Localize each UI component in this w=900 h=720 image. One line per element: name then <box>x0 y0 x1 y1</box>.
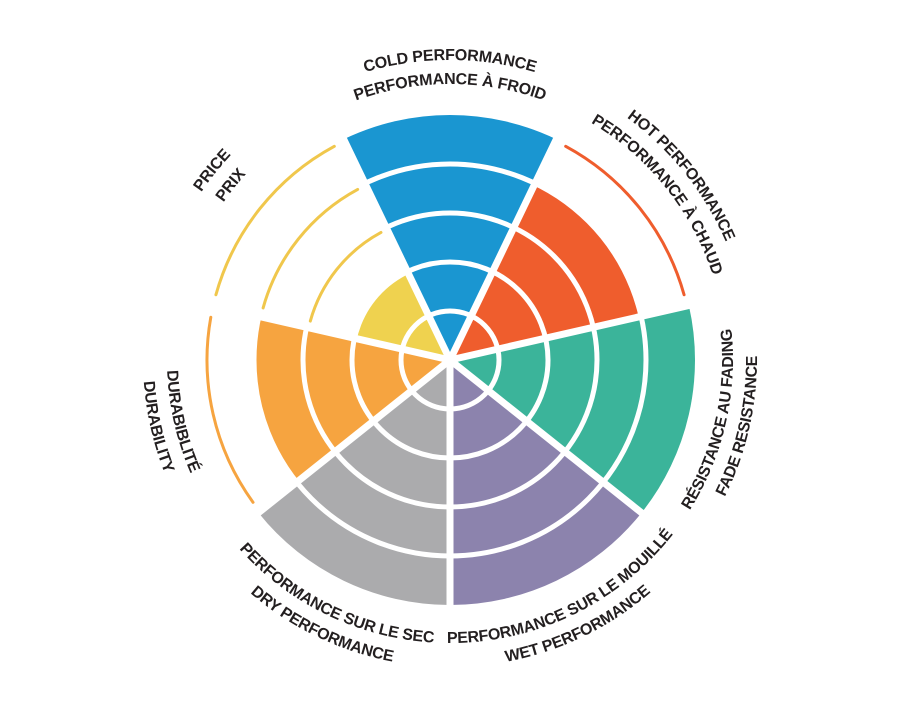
sector-fill-fade-resistance <box>450 305 696 513</box>
sector-divider-6 <box>339 135 454 362</box>
sector-divider-2 <box>447 357 647 518</box>
sector-divider-4 <box>253 357 453 518</box>
sector-fill-dry-performance <box>258 360 450 605</box>
sector-fill-wet-performance <box>450 360 642 605</box>
level-arc-hot-performance-5 <box>564 144 686 297</box>
sector-label-hot-performance-line1: HOT PERFORMANCE <box>624 107 738 244</box>
sector-label-cold-performance-line2: PERFORMANCE À FROID <box>352 71 549 104</box>
sector-divider-0 <box>446 135 561 362</box>
level-arc-price-4 <box>261 187 360 310</box>
sector-fill-cold-performance <box>343 114 557 360</box>
sector-divider-5 <box>207 301 451 364</box>
sector-divider-1 <box>449 301 693 364</box>
level-arc-durability-5 <box>205 315 255 504</box>
level-arc-price-3 <box>308 230 383 323</box>
level-arc-price-5 <box>214 144 336 297</box>
